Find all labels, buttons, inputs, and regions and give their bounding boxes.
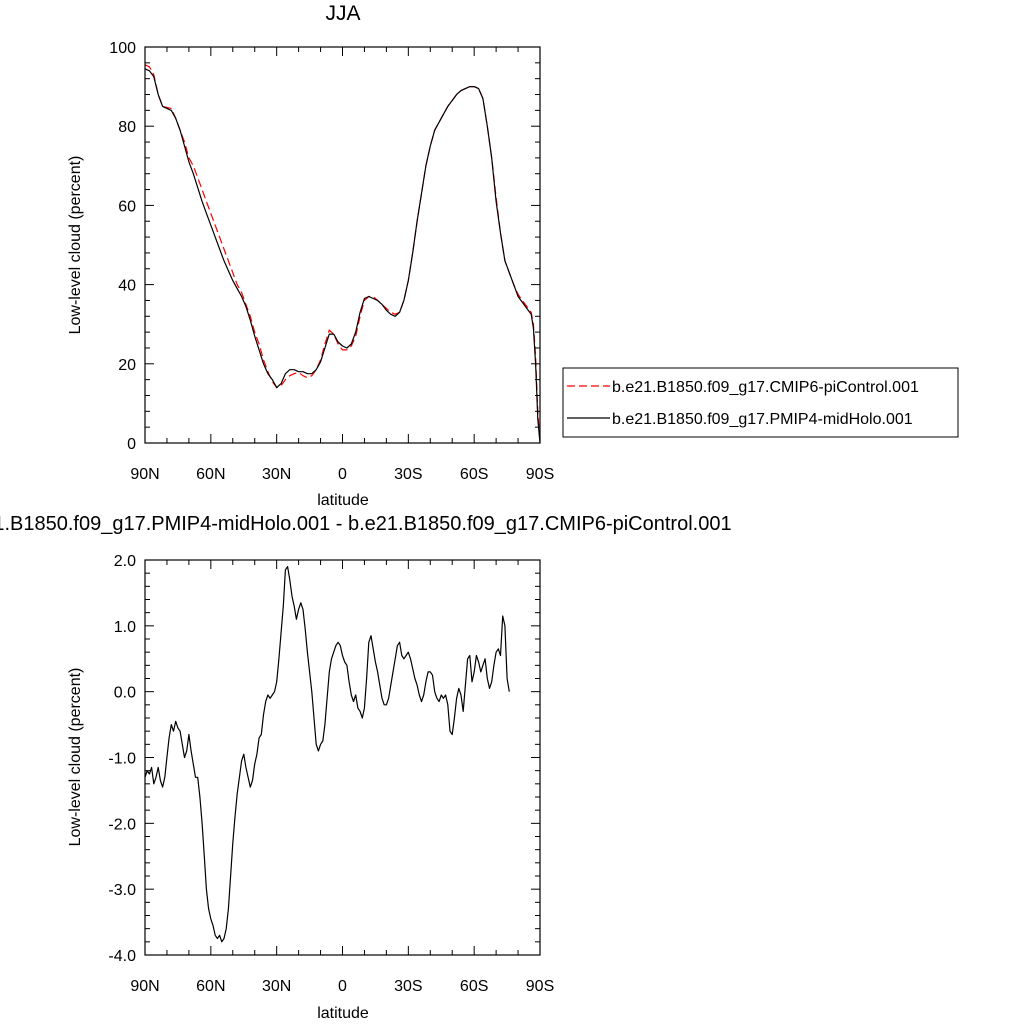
top-x-tick-label: 0 (338, 466, 347, 483)
top-x-tick-label: 30S (394, 466, 422, 483)
top-y-tick-label: 80 (118, 119, 136, 136)
bottom-x-tick-label: 60S (460, 978, 488, 995)
top-x-tick-label: 60N (196, 466, 225, 483)
top-x-tick-label: 30N (262, 466, 291, 483)
top-x-axis-label: latitude (317, 492, 369, 509)
bottom-plot-frame (144, 559, 541, 956)
bottom-axis-ticks: 90N 60N 30N 0 30S 60S 90S 2.0 1.0 0.0 -1.0 -2.0 -3.0… (108, 553, 554, 995)
top-series-line-1 (144, 68, 541, 444)
bottom-y-tick-label: -2.0 (108, 816, 136, 833)
bottom-y-tick-label: 0.0 (114, 685, 136, 702)
top-chart-title: JJA (325, 2, 360, 25)
top-plot-frame (144, 46, 541, 444)
top-x-tick-label: 90S (526, 466, 554, 483)
bottom-x-tick-label: 60N (196, 978, 225, 995)
bottom-y-tick-label: -4.0 (108, 948, 136, 965)
bottom-series-line-0 (144, 566, 510, 943)
bottom-x-tick-label: 30N (262, 978, 291, 995)
top-y-tick-label: 100 (109, 40, 136, 57)
bottom-x-tick-label: 90N (130, 978, 159, 995)
bottom-y-tick-label: -3.0 (108, 882, 136, 899)
top-x-tick-label: 90N (130, 466, 159, 483)
top-y-tick-label: 40 (118, 278, 136, 295)
legend: b.e21.B1850.f09_g17.CMIP6-piControl.001 … (562, 367, 959, 438)
legend-box (562, 367, 959, 438)
bottom-x-tick-label: 30S (394, 978, 422, 995)
bottom-panel: b.e21.B1850.f09_g17.PMIP4-midHolo.001 - … (0, 513, 732, 1022)
bottom-chart-title: b.e21.B1850.f09_g17.PMIP4-midHolo.001 - … (0, 513, 732, 535)
top-y-tick-label: 0 (127, 436, 136, 453)
bottom-y-axis-label: Low-level cloud (percent) (67, 668, 84, 847)
top-series-group (144, 64, 541, 444)
bottom-y-tick-label: -1.0 (108, 751, 136, 768)
top-panel: JJA 90N 60N 30N 0 30S 60S 90S 0 20 40 60 80 100 lati… (67, 2, 959, 509)
bottom-series-group (144, 566, 510, 943)
top-y-tick-label: 60 (118, 198, 136, 215)
bottom-y-tick-label: 2.0 (114, 553, 136, 570)
bottom-y-tick-label: 1.0 (114, 619, 136, 636)
bottom-x-tick-label: 0 (338, 978, 347, 995)
bottom-x-tick-label: 90S (526, 978, 554, 995)
top-y-tick-label: 20 (118, 357, 136, 374)
bottom-x-axis-label: latitude (317, 1005, 369, 1022)
legend-label-midholo: b.e21.B1850.f09_g17.PMIP4-midHolo.001 (612, 411, 913, 428)
legend-label-picontrol: b.e21.B1850.f09_g17.CMIP6-piControl.001 (612, 379, 919, 396)
top-x-tick-label: 60S (460, 466, 488, 483)
top-y-axis-label: Low-level cloud (percent) (67, 156, 84, 335)
top-axis-ticks: 90N 60N 30N 0 30S 60S 90S 0 20 40 60 80 100 (109, 40, 554, 483)
top-series-line-0 (144, 64, 541, 444)
